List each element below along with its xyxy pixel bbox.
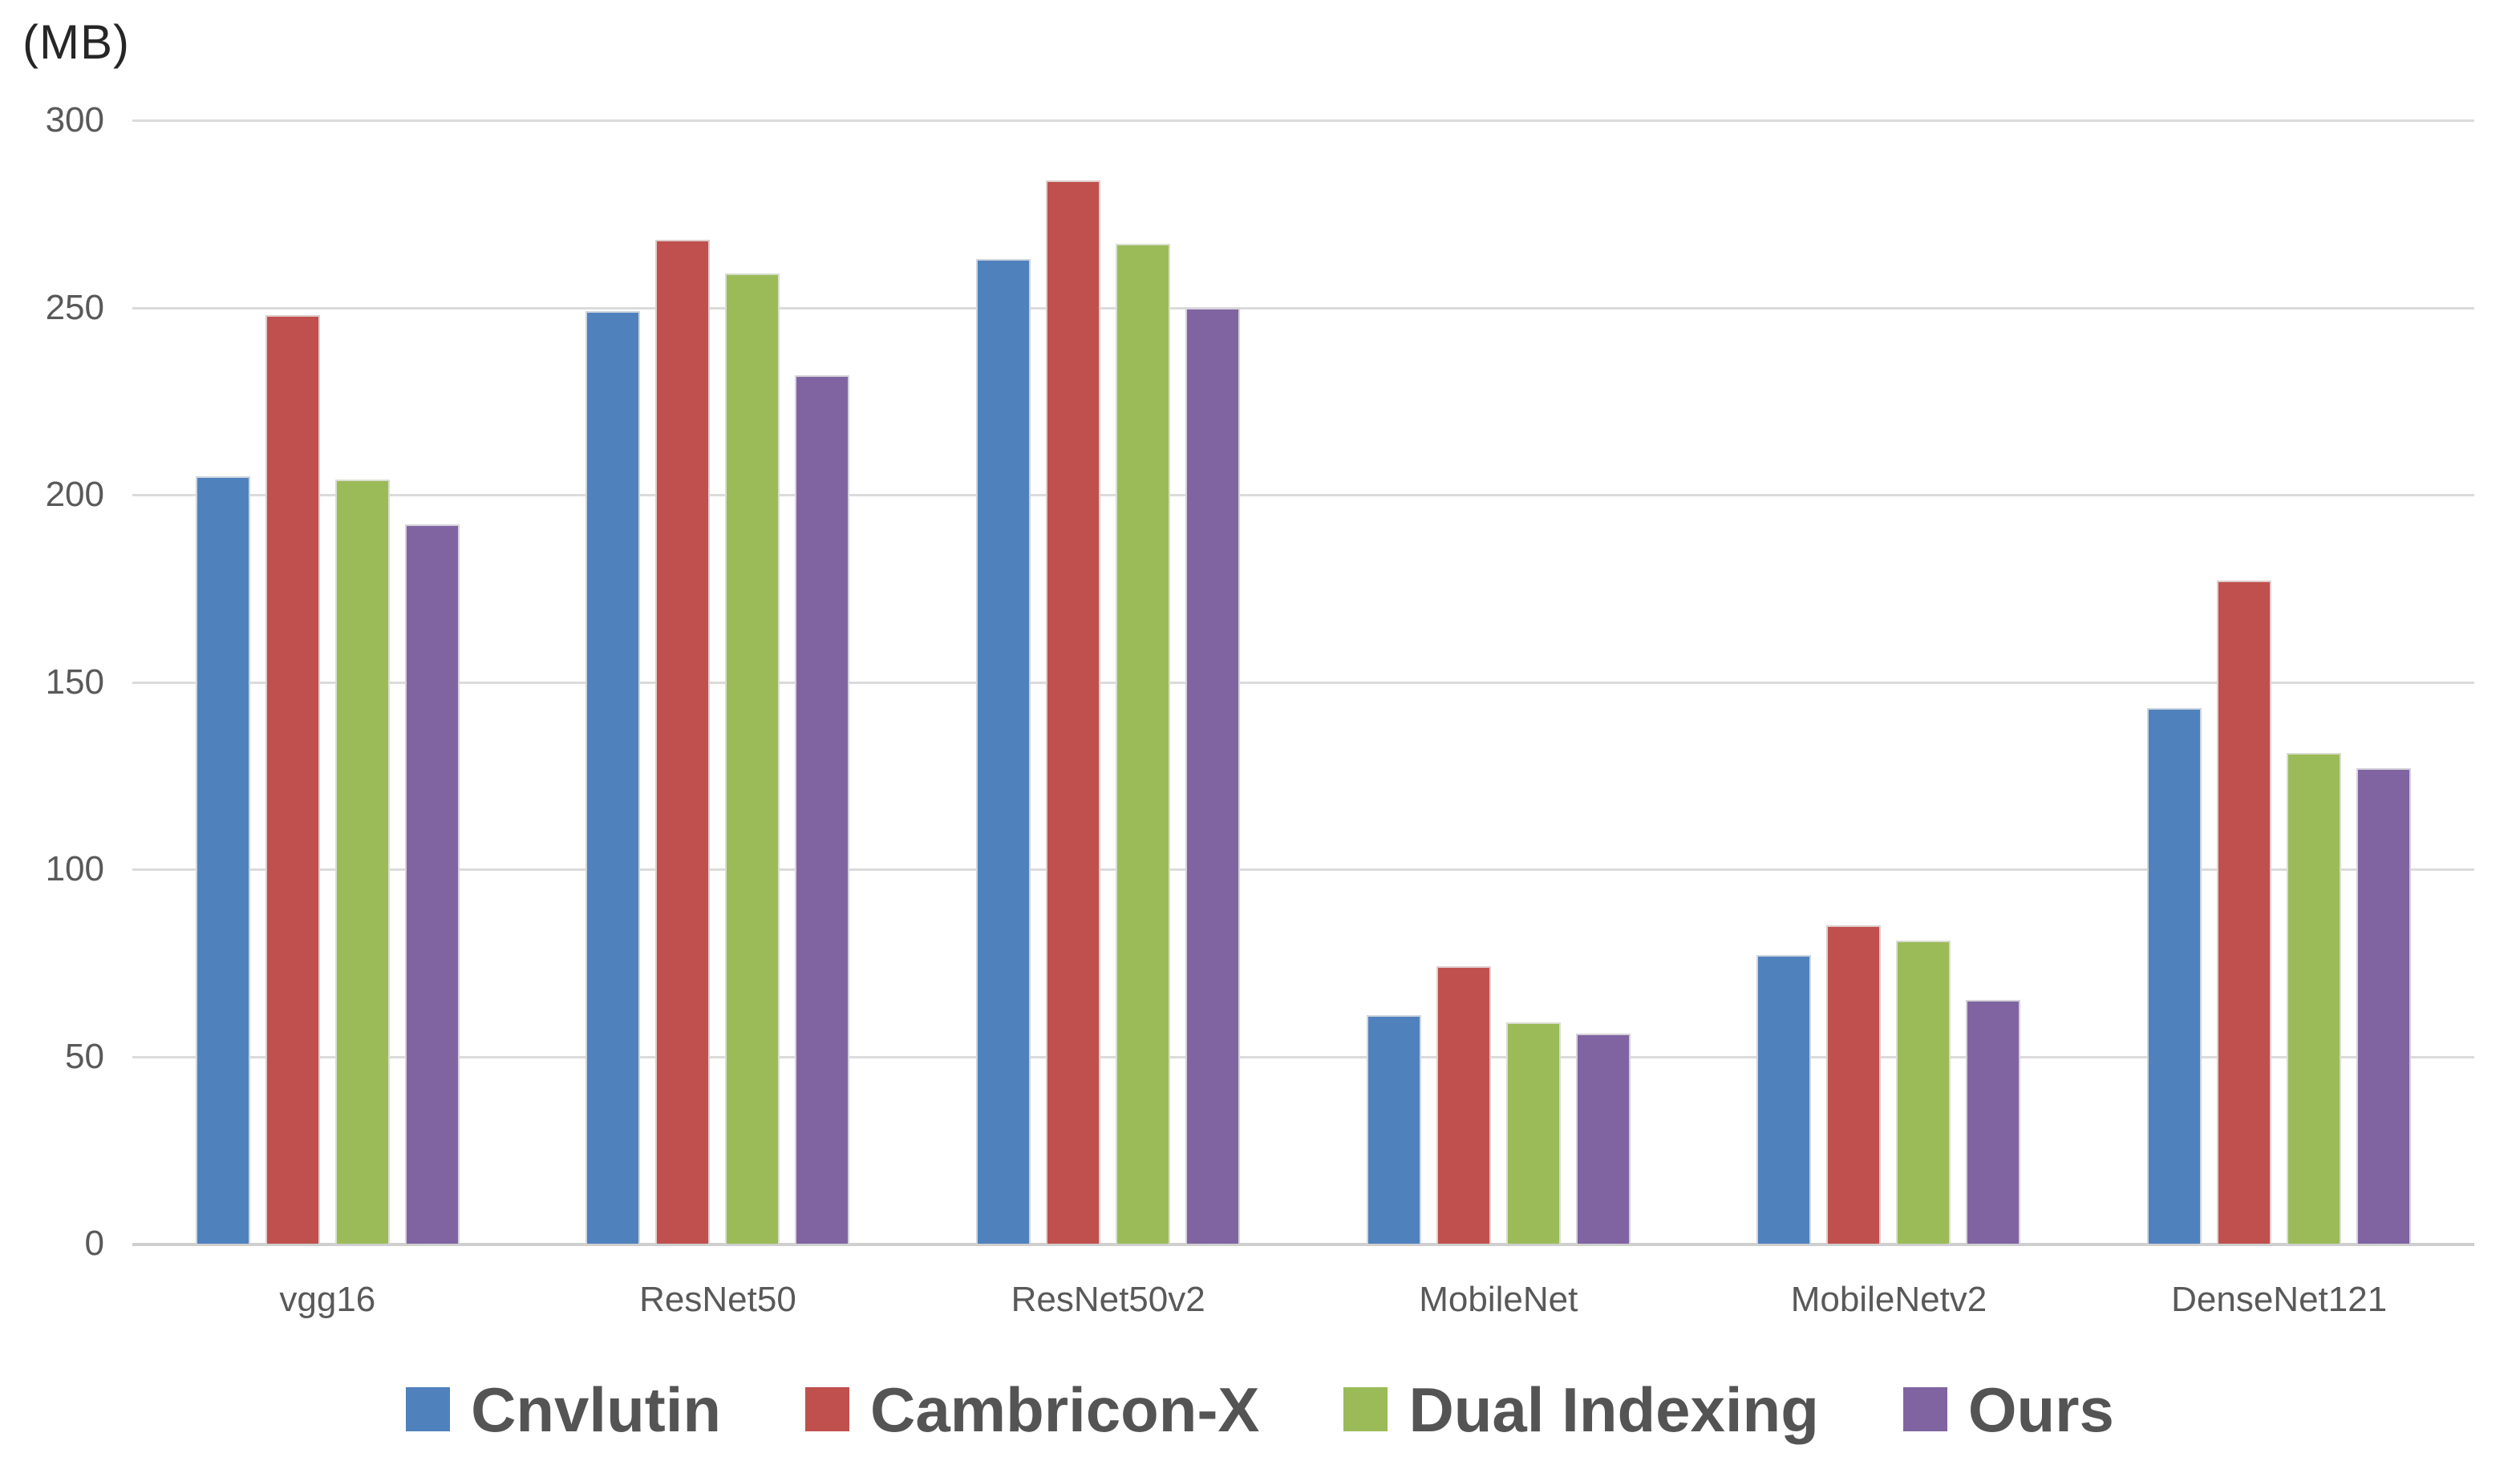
bar-Dual Indexing-vgg16 bbox=[334, 480, 390, 1244]
bar-Cnvlutin-ResNet50v2 bbox=[976, 258, 1031, 1244]
bar-Cnvlutin-MobileNetv2 bbox=[1756, 955, 1812, 1244]
bar-Dual Indexing-ResNet50 bbox=[725, 273, 780, 1244]
plot-area bbox=[132, 119, 2474, 1246]
y-tick-label-250: 250 bbox=[45, 287, 104, 327]
gridline-250 bbox=[132, 306, 2474, 310]
bar-Dual Indexing-ResNet50v2 bbox=[1116, 244, 1171, 1244]
legend-item-Dual Indexing: Dual Indexing bbox=[1343, 1374, 1819, 1445]
bar-group-MobileNet bbox=[1303, 120, 1694, 1244]
legend-label-Cnvlutin: Cnvlutin bbox=[471, 1374, 722, 1445]
category-label-ResNet50v2: ResNet50v2 bbox=[1011, 1280, 1205, 1319]
bar-Cnvlutin-DenseNet121 bbox=[2147, 708, 2202, 1244]
category-label-DenseNet121: DenseNet121 bbox=[2171, 1280, 2388, 1319]
legend-marker-Cnvlutin bbox=[406, 1387, 451, 1431]
y-tick-label-200: 200 bbox=[45, 475, 104, 514]
bar-Cnvlutin-MobileNet bbox=[1366, 1015, 1421, 1244]
gridline-150 bbox=[132, 681, 2474, 684]
bar-group-ResNet50 bbox=[523, 120, 914, 1244]
y-tick-label-150: 150 bbox=[45, 662, 104, 702]
bar-Cambricon-X-ResNet50v2 bbox=[1046, 180, 1101, 1244]
legend-marker-Dual Indexing bbox=[1343, 1387, 1388, 1431]
bar-Cnvlutin-ResNet50 bbox=[585, 311, 641, 1244]
bar-Ours-ResNet50 bbox=[795, 374, 850, 1244]
gridline-50 bbox=[132, 1055, 2474, 1058]
legend: Cnvlutin Cambricon-X Dual Indexing Ours bbox=[0, 1363, 2520, 1455]
bar-group-ResNet50v2 bbox=[913, 120, 1303, 1244]
bar-Cambricon-X-MobileNet bbox=[1436, 966, 1491, 1244]
bar-Cambricon-X-vgg16 bbox=[265, 314, 320, 1244]
bar-Cambricon-X-DenseNet121 bbox=[2217, 581, 2272, 1244]
bar-Dual Indexing-DenseNet121 bbox=[2287, 753, 2342, 1244]
gridline-0 bbox=[132, 1243, 2474, 1246]
bar-Cnvlutin-vgg16 bbox=[195, 476, 250, 1244]
category-label-vgg16: vgg16 bbox=[279, 1280, 376, 1319]
bar-Ours-ResNet50v2 bbox=[1185, 307, 1241, 1244]
category-label-MobileNetv2: MobileNetv2 bbox=[1790, 1280, 1987, 1319]
legend-marker-Ours bbox=[1902, 1387, 1947, 1431]
y-tick-label-0: 0 bbox=[84, 1224, 104, 1263]
bar-Cambricon-X-MobileNetv2 bbox=[1826, 925, 1882, 1244]
y-axis-unit-label: (MB) bbox=[22, 15, 130, 69]
y-tick-label-50: 50 bbox=[65, 1036, 104, 1076]
bar-Cambricon-X-ResNet50 bbox=[655, 240, 711, 1244]
legend-label-Dual Indexing: Dual Indexing bbox=[1408, 1374, 1819, 1445]
category-label-MobileNet: MobileNet bbox=[1419, 1280, 1578, 1319]
bar-Ours-MobileNet bbox=[1575, 1034, 1631, 1244]
legend-item-Cnvlutin: Cnvlutin bbox=[406, 1378, 721, 1441]
bar-Ours-vgg16 bbox=[404, 524, 460, 1244]
bar-group-vgg16 bbox=[132, 120, 523, 1244]
legend-label-Ours: Ours bbox=[1967, 1374, 2114, 1445]
gridline-100 bbox=[132, 868, 2474, 871]
category-label-ResNet50: ResNet50 bbox=[639, 1280, 796, 1319]
bar-Ours-MobileNetv2 bbox=[1966, 1000, 2021, 1244]
y-tick-label-300: 300 bbox=[45, 100, 104, 140]
bar-Dual Indexing-MobileNet bbox=[1505, 1022, 1561, 1244]
legend-item-Ours: Ours bbox=[1902, 1374, 2114, 1445]
bar-group-DenseNet121 bbox=[2084, 120, 2474, 1244]
y-tick-label-100: 100 bbox=[45, 849, 104, 888]
bar-Ours-DenseNet121 bbox=[2356, 767, 2412, 1244]
gridline-200 bbox=[132, 494, 2474, 496]
bar-group-MobileNetv2 bbox=[1694, 120, 2084, 1244]
bar-Dual Indexing-MobileNetv2 bbox=[1896, 940, 1951, 1244]
legend-item-Cambricon-X: Cambricon-X bbox=[805, 1378, 1259, 1441]
gridline-300 bbox=[132, 119, 2474, 122]
legend-label-Cambricon-X: Cambricon-X bbox=[870, 1374, 1260, 1445]
legend-marker-Cambricon-X bbox=[805, 1387, 850, 1431]
